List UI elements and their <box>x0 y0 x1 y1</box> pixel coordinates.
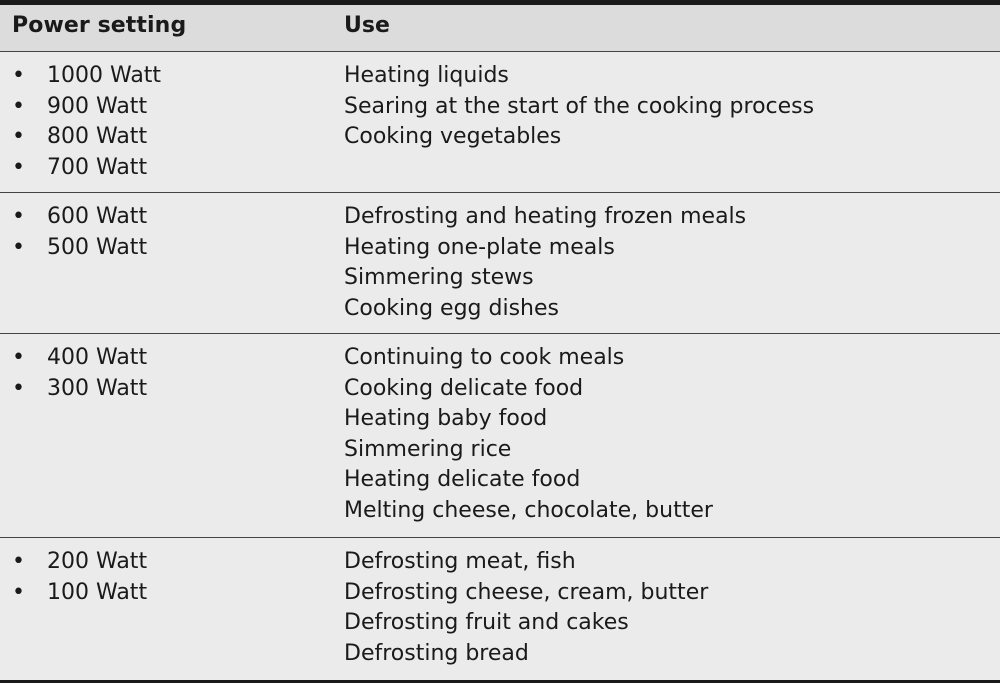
bullet-icon: • <box>12 124 25 149</box>
power-value: 200 Watt <box>47 549 148 574</box>
bullet-icon: • <box>12 154 25 180</box>
use-item: Heating one-plate meals <box>344 234 615 260</box>
use-item: Cooking delicate food <box>344 375 584 401</box>
use-item: Defrosting bread <box>344 640 529 666</box>
list-item: • 1000 Watt <box>0 61 340 92</box>
use-item: Simmering stews <box>344 265 534 290</box>
header-use: Use <box>344 13 390 38</box>
bullet-icon: • <box>12 204 25 229</box>
list-item: • 200 Watt <box>0 547 340 578</box>
power-cell: • 1000 Watt • 900 Watt • 800 Watt • 700 … <box>0 61 340 183</box>
use-cell: Continuing to cook meals Cooking delicat… <box>344 343 994 526</box>
use-item: Defrosting and heating frozen meals <box>344 204 747 229</box>
use-cell: Defrosting and heating frozen meals Heat… <box>344 202 994 324</box>
table-header: Power setting Use <box>0 5 1000 52</box>
use-item: Cooking vegetables <box>344 124 562 149</box>
bullet-icon: • <box>12 579 25 605</box>
use-item: Searing at the start of the cooking proc… <box>344 93 815 119</box>
bullet-icon: • <box>12 93 25 119</box>
power-value: 300 Watt <box>47 375 148 401</box>
power-value: 800 Watt <box>47 124 148 149</box>
use-item: Heating delicate food <box>344 467 581 492</box>
power-cell: • 600 Watt • 500 Watt <box>0 202 340 263</box>
list-item: • 700 Watt <box>0 153 340 184</box>
table-row: • 600 Watt • 500 Watt Defrosting and hea… <box>0 193 1000 334</box>
use-cell: Heating liquids Searing at the start of … <box>344 61 994 153</box>
bullet-icon: • <box>12 234 25 260</box>
list-item: • 800 Watt <box>0 122 340 153</box>
use-item: Defrosting fruit and cakes <box>344 610 629 635</box>
power-value: 100 Watt <box>47 579 148 605</box>
bullet-icon: • <box>12 375 25 401</box>
list-item: • 500 Watt <box>0 233 340 264</box>
list-item: • 600 Watt <box>0 202 340 233</box>
power-value: 600 Watt <box>47 204 148 229</box>
use-cell: Defrosting meat, fish Defrosting cheese,… <box>344 547 994 669</box>
power-value: 400 Watt <box>47 345 148 370</box>
table-row: • 1000 Watt • 900 Watt • 800 Watt • 700 … <box>0 52 1000 193</box>
use-item: Heating liquids <box>344 63 509 88</box>
table-row: • 400 Watt • 300 Watt Continuing to cook… <box>0 334 1000 538</box>
power-value: 900 Watt <box>47 93 148 119</box>
use-item: Defrosting cheese, cream, butter <box>344 579 709 605</box>
bullet-icon: • <box>12 63 25 88</box>
power-value: 700 Watt <box>47 154 148 180</box>
power-value: 500 Watt <box>47 234 148 260</box>
use-item: Cooking egg dishes <box>344 295 559 321</box>
use-item: Continuing to cook meals <box>344 345 625 370</box>
power-cell: • 200 Watt • 100 Watt <box>0 547 340 608</box>
power-cell: • 400 Watt • 300 Watt <box>0 343 340 404</box>
use-item: Heating baby food <box>344 406 548 431</box>
list-item: • 100 Watt <box>0 578 340 609</box>
use-item: Defrosting meat, fish <box>344 549 576 574</box>
table-row: • 200 Watt • 100 Watt Defrosting meat, f… <box>0 538 1000 683</box>
use-item: Melting cheese, chocolate, butter <box>344 497 713 523</box>
bullet-icon: • <box>12 549 25 574</box>
header-power-setting: Power setting <box>12 13 187 38</box>
use-item: Simmering rice <box>344 436 512 462</box>
list-item: • 400 Watt <box>0 343 340 374</box>
power-value: 1000 Watt <box>47 63 162 88</box>
bullet-icon: • <box>12 345 25 370</box>
list-item: • 900 Watt <box>0 92 340 123</box>
list-item: • 300 Watt <box>0 374 340 405</box>
